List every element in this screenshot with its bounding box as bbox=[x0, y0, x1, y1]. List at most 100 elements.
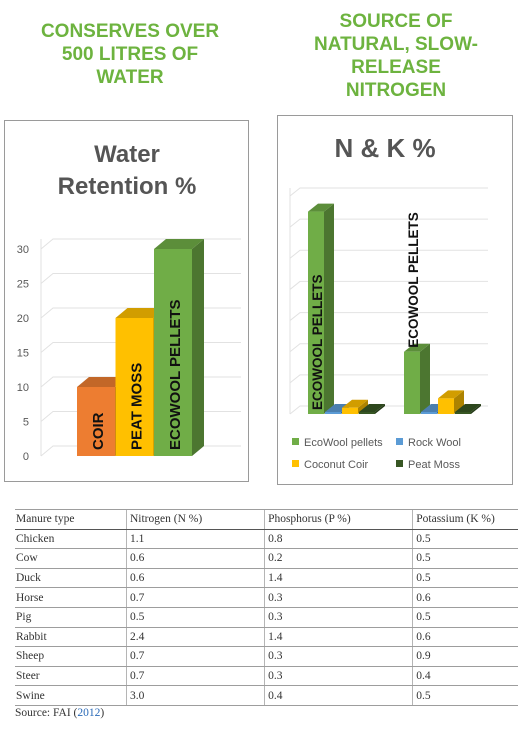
bar bbox=[325, 412, 341, 414]
source-year-link[interactable]: 2012 bbox=[77, 707, 100, 719]
table-cell: 0.7 bbox=[126, 666, 264, 686]
table-row: Swine 3.0 0.4 0.5 bbox=[15, 686, 518, 706]
table-cell: 0.5 bbox=[126, 607, 264, 627]
y-tick-label: 20 bbox=[17, 313, 29, 325]
headline-nitrogen-line: RELEASE bbox=[276, 56, 516, 79]
nk-chart-panel: N & K % ECOWOOL PELLETS ECOWOOL PELLETS Eco… bbox=[277, 115, 513, 485]
legend-label: Peat Moss bbox=[408, 459, 460, 471]
bar bbox=[438, 398, 454, 414]
water-retention-chart: Water Retention % 0 5 10 15 20 25 30 COIR PEAT MOS… bbox=[5, 121, 248, 481]
headline-water-line: CONSERVES OVER bbox=[10, 20, 250, 43]
y-tick-label: 25 bbox=[17, 279, 29, 291]
table-header-cell: Potassium (K %) bbox=[413, 510, 518, 530]
table-header-cell: Nitrogen (N %) bbox=[126, 510, 264, 530]
bar-side bbox=[324, 204, 334, 414]
table-row: Steer 0.7 0.3 0.4 bbox=[15, 666, 518, 686]
table-cell: 0.3 bbox=[265, 666, 413, 686]
table-cell: 0.8 bbox=[265, 529, 413, 549]
y-tick-label: 15 bbox=[17, 348, 29, 360]
table-cell: 0.3 bbox=[265, 588, 413, 608]
headline-water-line: 500 LITRES OF bbox=[10, 43, 250, 66]
y-tick-label: 30 bbox=[17, 244, 29, 256]
table-cell: Steer bbox=[15, 666, 126, 686]
table-cell: Cow bbox=[15, 549, 126, 569]
legend-swatch bbox=[396, 438, 403, 445]
bar-side bbox=[420, 344, 430, 414]
bar-label: ECOWOOL PELLETS bbox=[310, 274, 325, 410]
manure-table-wrap: Manure type Nitrogen (N %) Phosphorus (P %… bbox=[15, 509, 518, 706]
table-cell: 0.5 bbox=[413, 686, 518, 706]
table-cell: 0.5 bbox=[413, 529, 518, 549]
y-tick-label: 10 bbox=[17, 382, 29, 394]
table-cell: 0.4 bbox=[413, 666, 518, 686]
table-row: Horse 0.7 0.3 0.6 bbox=[15, 588, 518, 608]
legend-swatch bbox=[292, 460, 299, 467]
table-row: Cow 0.6 0.2 0.5 bbox=[15, 549, 518, 569]
water-retention-chart-panel: Water Retention % 0 5 10 15 20 25 30 COIR PEAT MOS… bbox=[4, 120, 249, 482]
table-cell: 0.5 bbox=[413, 568, 518, 588]
legend-label: Rock Wool bbox=[408, 437, 461, 449]
chart-title: N & K % bbox=[334, 133, 435, 163]
gridline bbox=[41, 274, 241, 284]
source-suffix: ) bbox=[100, 707, 104, 719]
bar-label: PEAT MOSS bbox=[129, 363, 146, 450]
y-tick-label: 5 bbox=[23, 417, 29, 429]
headline-nitrogen-line: SOURCE OF bbox=[276, 10, 516, 33]
gridline bbox=[41, 239, 241, 249]
nk-chart: N & K % ECOWOOL PELLETS ECOWOOL PELLETS Eco… bbox=[278, 116, 512, 484]
table-cell: Sheep bbox=[15, 647, 126, 667]
table-header-cell: Manure type bbox=[15, 510, 126, 530]
table-cell: 0.6 bbox=[413, 588, 518, 608]
table-cell: 1.1 bbox=[126, 529, 264, 549]
table-cell: Pig bbox=[15, 607, 126, 627]
manure-nutrient-table: Manure type Nitrogen (N %) Phosphorus (P %… bbox=[15, 509, 518, 706]
table-header-row: Manure type Nitrogen (N %) Phosphorus (P %… bbox=[15, 510, 518, 530]
bar-side bbox=[192, 239, 204, 456]
table-cell: Duck bbox=[15, 568, 126, 588]
chart-title-line: Retention % bbox=[58, 173, 197, 200]
table-cell: Swine bbox=[15, 686, 126, 706]
bar-label: ECOWOOL PELLETS bbox=[406, 212, 421, 348]
table-cell: 0.7 bbox=[126, 588, 264, 608]
table-cell: Horse bbox=[15, 588, 126, 608]
headline-nitrogen-line: NATURAL, SLOW- bbox=[276, 33, 516, 56]
bar-label: COIR bbox=[90, 412, 107, 450]
table-cell: 2.4 bbox=[126, 627, 264, 647]
bar-label: ECOWOOL PELLETS bbox=[167, 299, 184, 450]
source-note: Source: FAI (2012) bbox=[15, 707, 104, 719]
table-cell: 1.4 bbox=[265, 568, 413, 588]
headline-nitrogen-line: NITROGEN bbox=[276, 79, 516, 102]
table-cell: 3.0 bbox=[126, 686, 264, 706]
table-cell: 0.3 bbox=[265, 607, 413, 627]
table-row: Pig 0.5 0.3 0.5 bbox=[15, 607, 518, 627]
source-label: Source: FAI ( bbox=[15, 707, 77, 719]
table-cell: 0.3 bbox=[265, 647, 413, 667]
headline-water-line: WATER bbox=[10, 66, 250, 89]
gridline bbox=[290, 188, 488, 196]
table-cell: 0.4 bbox=[265, 686, 413, 706]
bar bbox=[421, 412, 437, 414]
bar bbox=[359, 412, 375, 414]
table-cell: Chicken bbox=[15, 529, 126, 549]
table-cell: 0.6 bbox=[413, 627, 518, 647]
table-row: Chicken 1.1 0.8 0.5 bbox=[15, 529, 518, 549]
legend-swatch bbox=[292, 438, 299, 445]
table-row: Duck 0.6 1.4 0.5 bbox=[15, 568, 518, 588]
headline-water: CONSERVES OVER 500 LITRES OF WATER bbox=[10, 20, 250, 89]
table-cell: 0.6 bbox=[126, 549, 264, 569]
headline-nitrogen: SOURCE OF NATURAL, SLOW- RELEASE NITROGE… bbox=[276, 10, 516, 102]
table-cell: 0.6 bbox=[126, 568, 264, 588]
table-row: Sheep 0.7 0.3 0.9 bbox=[15, 647, 518, 667]
table-cell: 0.7 bbox=[126, 647, 264, 667]
legend-label: Coconut Coir bbox=[304, 459, 369, 471]
table-cell: 1.4 bbox=[265, 627, 413, 647]
table-cell: 0.2 bbox=[265, 549, 413, 569]
table-cell: 0.9 bbox=[413, 647, 518, 667]
chart-title-line: Water bbox=[94, 141, 160, 168]
table-cell: 0.5 bbox=[413, 549, 518, 569]
bar bbox=[342, 408, 358, 414]
table-row: Rabbit 2.4 1.4 0.6 bbox=[15, 627, 518, 647]
legend-swatch bbox=[396, 460, 403, 467]
bar bbox=[455, 412, 471, 414]
table-header-cell: Phosphorus (P %) bbox=[265, 510, 413, 530]
